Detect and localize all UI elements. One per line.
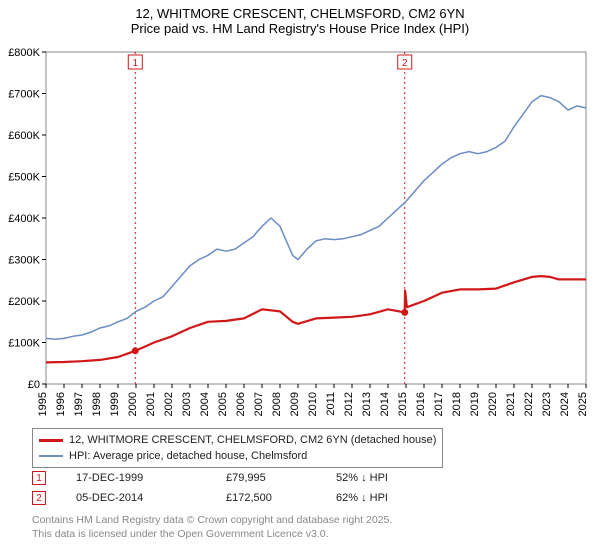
svg-text:1995: 1995 [37,392,49,416]
svg-text:1998: 1998 [91,392,103,416]
svg-text:2000: 2000 [127,392,139,416]
sale-marker-icon: 1 [32,471,46,485]
svg-text:2013: 2013 [361,392,373,416]
svg-text:£0: £0 [28,379,40,391]
footer-line-2: This data is licensed under the Open Gov… [32,528,392,542]
svg-text:£600K: £600K [8,130,40,142]
svg-text:2021: 2021 [505,392,517,416]
svg-text:1996: 1996 [55,392,67,416]
svg-text:2009: 2009 [289,392,301,416]
svg-text:1999: 1999 [109,392,121,416]
svg-text:£500K: £500K [8,172,40,184]
chart-title: 12, WHITMORE CRESCENT, CHELMSFORD, CM2 6… [0,0,600,38]
line-chart: £0 £100K £200K £300K £400K £500K £600K £700K £80… [0,44,600,422]
chart-area: £0 £100K £200K £300K £400K £500K £600K £700K £80… [0,44,600,422]
svg-text:£300K: £300K [8,255,40,267]
svg-text:2020: 2020 [487,392,499,416]
svg-text:2019: 2019 [469,392,481,416]
sale-row: 2 05-DEC-2014£172,50062% ↓ HPI [32,488,388,508]
svg-text:1: 1 [132,58,138,69]
svg-text:2002: 2002 [163,392,175,416]
title-line-1: 12, WHITMORE CRESCENT, CHELMSFORD, CM2 6… [0,6,600,21]
svg-text:2025: 2025 [577,392,589,416]
svg-text:2001: 2001 [145,392,157,416]
svg-text:2014: 2014 [379,392,391,416]
svg-text:2006: 2006 [235,392,247,416]
sale-marker-icon: 2 [32,491,46,505]
svg-text:2015: 2015 [397,392,409,416]
svg-text:1997: 1997 [73,392,85,416]
sale-date: 05-DEC-2014 [76,492,226,504]
svg-text:£400K: £400K [8,213,40,225]
svg-text:£200K: £200K [8,296,40,308]
sale-price: £172,500 [226,492,336,504]
legend-row: 12, WHITMORE CRESCENT, CHELMSFORD, CM2 6… [39,432,436,448]
svg-text:£800K: £800K [8,47,40,59]
svg-text:2: 2 [402,58,408,69]
legend: 12, WHITMORE CRESCENT, CHELMSFORD, CM2 6… [32,428,443,468]
legend-row: HPI: Average price, detached house, Chel… [39,448,436,464]
svg-text:2018: 2018 [451,392,463,416]
sale-date: 17-DEC-1999 [76,472,226,484]
svg-text:2012: 2012 [343,392,355,416]
svg-text:2005: 2005 [217,392,229,416]
legend-swatch [39,455,63,457]
legend-label: 12, WHITMORE CRESCENT, CHELMSFORD, CM2 6… [69,434,436,446]
sale-relative: 52% ↓ HPI [336,472,388,484]
svg-text:2010: 2010 [307,392,319,416]
sale-events-table: 1 17-DEC-1999£79,99552% ↓ HPI 2 05-DEC-2014… [32,468,388,508]
footer-attribution: Contains HM Land Registry data © Crown c… [32,514,392,541]
svg-text:£700K: £700K [8,89,40,101]
svg-text:2016: 2016 [415,392,427,416]
svg-text:2004: 2004 [199,392,211,416]
sale-relative: 62% ↓ HPI [336,492,388,504]
svg-text:2023: 2023 [541,392,553,416]
svg-text:2008: 2008 [271,392,283,416]
svg-text:£100K: £100K [8,338,40,350]
legend-label: HPI: Average price, detached house, Chel… [69,450,307,462]
svg-text:2022: 2022 [523,392,535,416]
svg-text:2011: 2011 [325,392,337,416]
svg-text:2003: 2003 [181,392,193,416]
sale-row: 1 17-DEC-1999£79,99552% ↓ HPI [32,468,388,488]
title-line-2: Price paid vs. HM Land Registry's House … [0,21,600,36]
svg-text:2007: 2007 [253,392,265,416]
sale-price: £79,995 [226,472,336,484]
footer-line-1: Contains HM Land Registry data © Crown c… [32,514,392,528]
svg-text:2017: 2017 [433,392,445,416]
legend-swatch [39,439,63,442]
svg-text:2024: 2024 [559,392,571,416]
